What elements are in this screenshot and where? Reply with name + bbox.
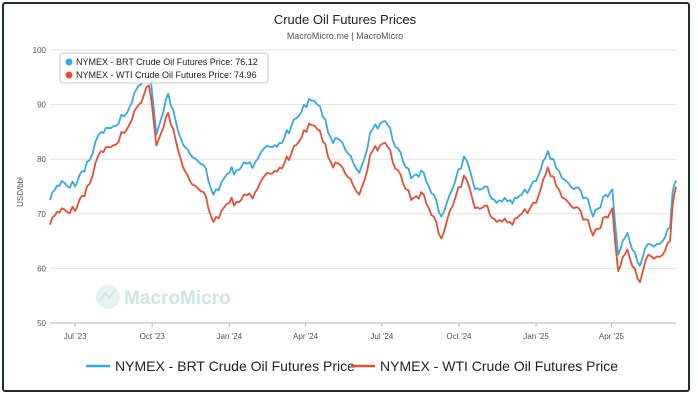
x-tick-label: Jul '24 (370, 332, 393, 341)
legend-label-wti: NYMEX - WTI Crude Oil Futures Price (380, 358, 618, 374)
x-tick-labels: Jul '23 Oct '23 Jan '24 Apr '24 Jul '24 Oct '… (64, 323, 625, 341)
x-tick-label: Oct '23 (140, 332, 166, 341)
tooltip-marker-brt (65, 58, 73, 66)
y-tick-label: 100 (33, 46, 47, 55)
x-tick-label: Jan '24 (217, 332, 243, 341)
y-tick-label: 70 (37, 210, 46, 219)
legend-label-brt: NYMEX - BRT Crude Oil Futures Price (115, 358, 355, 374)
legend-item-wti[interactable]: NYMEX - WTI Crude Oil Futures Price (351, 358, 618, 374)
watermark: MacroMicro (96, 285, 231, 309)
y-tick-label: 90 (37, 101, 46, 110)
tooltip: NYMEX - BRT Crude Oil Futures Price: 76.… (59, 52, 269, 84)
y-tick-label: 80 (37, 155, 46, 164)
series-lines (49, 68, 677, 283)
y-tick-label: 60 (37, 264, 46, 273)
watermark-text: MacroMicro (124, 288, 231, 309)
x-tick-label: Oct '24 (446, 332, 472, 341)
legend[interactable]: NYMEX - BRT Crude Oil Futures Price NYME… (86, 358, 618, 374)
series-line-wti (49, 84, 677, 283)
tooltip-wti: NYMEX - WTI Crude Oil Futures Price: 74.… (76, 70, 257, 80)
chart-title: Crude Oil Futures Prices (274, 12, 417, 27)
gridlines (50, 49, 676, 324)
y-tick-label: 50 (37, 319, 46, 328)
legend-item-brt[interactable]: NYMEX - BRT Crude Oil Futures Price (86, 358, 355, 374)
x-tick-label: Apr '25 (599, 332, 625, 341)
series-line-brt (49, 68, 677, 267)
y-tick-labels: 50 60 70 80 90 100 (33, 46, 47, 328)
x-tick-label: Jan '25 (523, 332, 549, 341)
y-axis-label: USD/bbl (16, 177, 25, 207)
x-tick-label: Apr '24 (293, 332, 319, 341)
tooltip-marker-wti (65, 71, 73, 79)
tooltip-brt: NYMEX - BRT Crude Oil Futures Price: 76.… (76, 57, 258, 67)
chart-subtitle: MacroMicro.me | MacroMicro (287, 31, 403, 41)
x-tick-label: Jul '23 (64, 332, 87, 341)
